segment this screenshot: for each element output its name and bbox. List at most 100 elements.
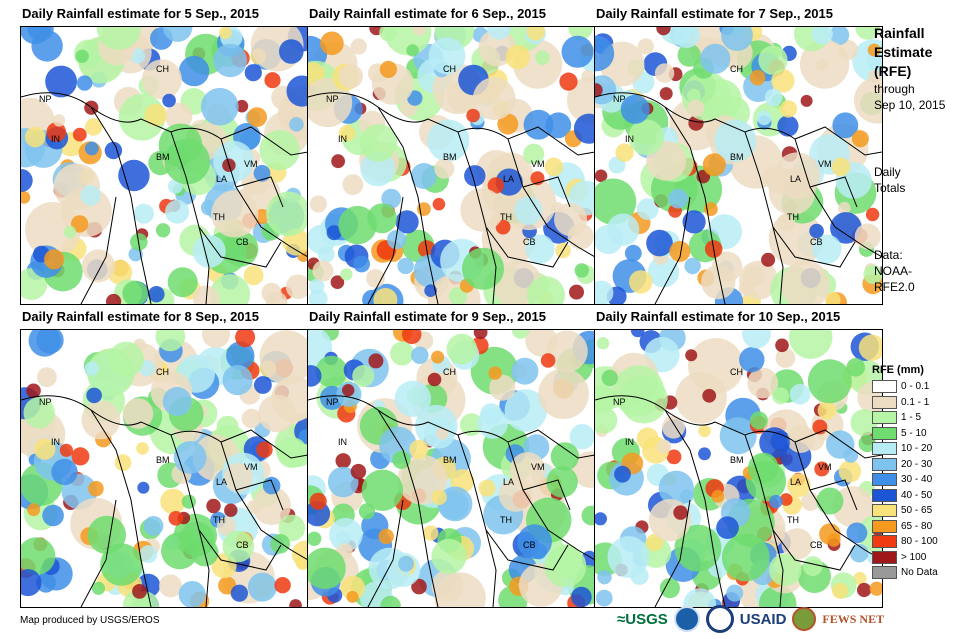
legend-title: RFE (mm) [872,364,924,376]
country-label-vm: VM [531,462,545,472]
legend-item: > 100 [872,550,938,566]
country-label-vm: VM [244,159,258,169]
rainfall-panel-6: Daily Rainfall estimate for 10 Sep., 201… [594,309,883,608]
side-title-line2: Estimate [874,44,933,60]
usgs-logo: ≈USGS [617,610,668,628]
country-label-ch: CH [730,64,743,74]
country-label-in: IN [338,437,347,447]
legend-item: 30 - 40 [872,472,938,488]
side-through: through [874,82,915,96]
noaa-logo [673,606,700,632]
country-label-la: LA [790,174,801,184]
country-label-bm: BM [156,455,170,465]
country-label-ch: CH [443,64,456,74]
country-label-la: LA [216,174,227,184]
legend-label: 50 - 65 [901,505,933,517]
country-label-in: IN [338,134,347,144]
legend-label: 5 - 10 [901,427,927,439]
country-borders [21,395,308,607]
country-label-th: TH [500,515,512,525]
country-borders [21,92,308,304]
rainfall-map: CH NP IN BM LA VM TH CB [594,329,883,608]
legend-item: 5 - 10 [872,426,938,442]
legend-item: 0.1 - 1 [872,395,938,411]
country-label-cb: CB [523,540,536,550]
rainfall-field [595,330,882,607]
legend-swatch [872,442,897,456]
country-label-la: LA [503,477,514,487]
usaid-logo: USAID [739,610,787,628]
rainfall-map: CH NP IN BM LA VM TH CB [307,329,596,608]
country-label-ch: CH [156,64,169,74]
legend-label: 20 - 30 [901,458,933,470]
legend-label: 30 - 40 [901,474,933,486]
side-totals: Totals [874,181,906,195]
country-label-np: NP [326,94,339,104]
country-label-bm: BM [730,455,744,465]
side-description: Rainfall Estimate (RFE) through Sep 10, … [874,24,967,295]
rainfall-map: CH NP IN BM LA VM TH CB [594,26,883,305]
legend-label: 80 - 100 [901,536,938,548]
legend-item: 40 - 50 [872,488,938,504]
country-label-vm: VM [531,159,545,169]
country-label-ch: CH [443,367,456,377]
country-label-np: NP [326,397,339,407]
country-label-la: LA [790,477,801,487]
legend-swatch [872,504,897,518]
country-label-vm: VM [818,462,832,472]
side-title-line3: (RFE) [874,63,912,79]
legend-swatch [872,395,897,409]
legend-item: 65 - 80 [872,519,938,535]
panel-title: Daily Rainfall estimate for 10 Sep., 201… [596,309,841,324]
country-label-cb: CB [236,237,249,247]
rainfall-field [21,27,308,304]
country-label-np: NP [613,397,626,407]
country-borders [595,395,882,607]
rainfall-panel-5: Daily Rainfall estimate for 9 Sep., 2015… [307,309,596,608]
country-label-cb: CB [523,237,536,247]
country-label-in: IN [51,437,60,447]
side-through-date: Sep 10, 2015 [874,98,946,112]
country-label-in: IN [625,134,634,144]
side-title-line1: Rainfall [874,25,925,41]
rainfall-map: CH NP IN BM LA VM TH CB [307,26,596,305]
rainfall-field [308,330,595,607]
legend-swatch [872,473,897,487]
legend-item: 80 - 100 [872,534,938,550]
rainfall-map: CH NP IN BM LA VM TH CB [20,329,309,608]
country-label-np: NP [39,397,52,407]
country-label-th: TH [787,212,799,222]
country-label-cb: CB [810,237,823,247]
legend-label: 0 - 0.1 [901,381,930,393]
legend-swatch [872,535,897,549]
legend-swatch [872,380,897,394]
country-label-th: TH [213,212,225,222]
map-credit: Map produced by USGS/EROS [20,615,160,626]
rainfall-map: CH NP IN BM LA VM TH CB [20,26,309,305]
legend-label: 40 - 50 [901,489,933,501]
legend-swatch [872,488,897,502]
legend-label: 10 - 20 [901,443,933,455]
country-label-np: NP [613,94,626,104]
legend-item: No Data [872,565,938,581]
legend-swatch [872,566,897,580]
rainfall-field [21,330,308,607]
side-daily: Daily [874,165,901,179]
side-data-src2: RFE2.0 [874,280,915,294]
country-label-la: LA [503,174,514,184]
rainfall-panel-1: Daily Rainfall estimate for 5 Sep., 2015… [20,6,309,305]
country-borders [595,92,882,304]
legend-item: 10 - 20 [872,441,938,457]
country-label-th: TH [500,212,512,222]
country-label-bm: BM [443,455,457,465]
rainfall-panel-3: Daily Rainfall estimate for 7 Sep., 2015… [594,6,883,305]
country-label-th: TH [213,515,225,525]
country-label-in: IN [625,437,634,447]
panel-title: Daily Rainfall estimate for 5 Sep., 2015 [22,6,259,21]
country-label-cb: CB [236,540,249,550]
country-label-bm: BM [730,152,744,162]
legend-swatch [872,519,897,533]
country-label-th: TH [787,515,799,525]
country-label-ch: CH [730,367,743,377]
rainfall-field [595,27,882,304]
